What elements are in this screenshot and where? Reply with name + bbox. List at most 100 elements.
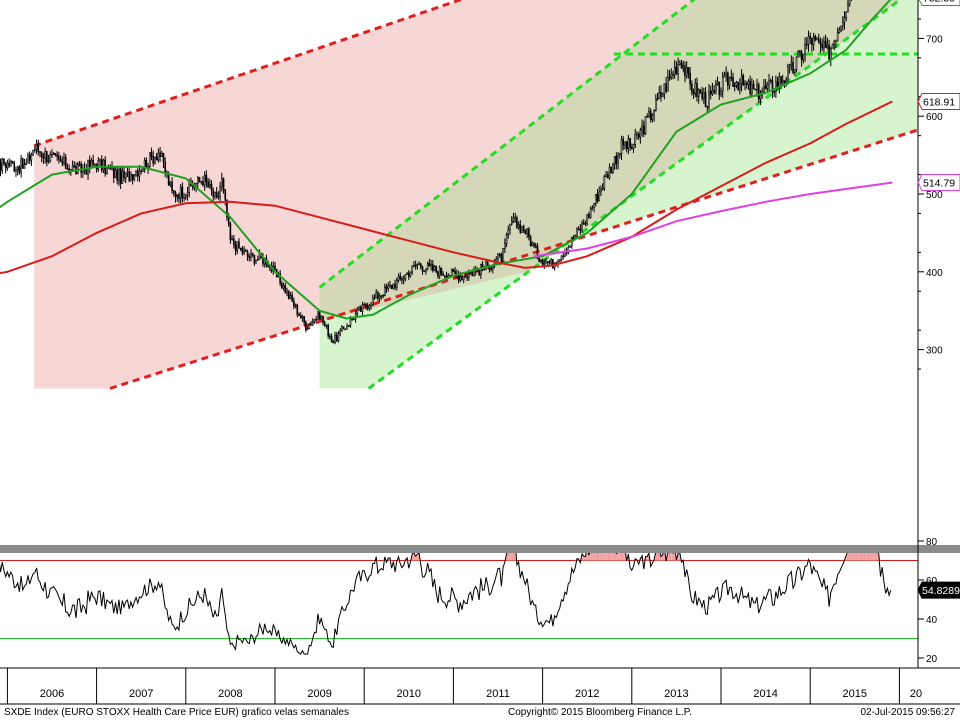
candle-body	[169, 181, 172, 186]
rsi-line	[0, 553, 892, 655]
candle-body	[656, 98, 659, 100]
candle-body	[817, 38, 820, 43]
candle-body	[78, 163, 81, 166]
candle-body	[790, 62, 793, 66]
candle-body	[498, 254, 501, 256]
candle-body	[438, 267, 441, 277]
x-tick-label: 20	[910, 688, 922, 700]
rsi-last-tag-box	[917, 581, 960, 599]
rsi-overbought-fill	[609, 553, 612, 561]
candle-body	[504, 243, 506, 249]
candle-body	[471, 272, 474, 277]
candle-body	[322, 316, 324, 323]
candle-body	[1, 158, 4, 171]
candle-body	[661, 93, 664, 98]
candle-body	[224, 189, 227, 201]
candle-body	[186, 192, 189, 196]
candle-body	[325, 324, 328, 327]
candle-body	[148, 152, 151, 167]
candle-body	[10, 160, 12, 167]
rsi-overbought-fill	[621, 553, 624, 561]
candle-body	[624, 141, 626, 146]
candle-body	[198, 176, 201, 182]
rsi-tick-label: 20	[926, 654, 938, 665]
candle-body	[385, 286, 388, 289]
candle-body	[646, 116, 649, 118]
candle-body	[299, 315, 302, 319]
candle-body	[150, 152, 153, 157]
candle-body	[522, 226, 525, 231]
candle-body	[171, 181, 173, 191]
rsi-overbought-fill	[859, 553, 862, 561]
candle-body	[4, 163, 7, 169]
candle-body	[601, 187, 604, 190]
panel-separator[interactable]	[0, 545, 960, 553]
rsi-overbought-fill	[600, 553, 603, 561]
rsi-overbought-fill	[849, 553, 852, 561]
candle-body	[682, 65, 685, 69]
x-tick-label: 2007	[129, 688, 153, 700]
candle-body	[673, 66, 676, 76]
candle-body	[23, 164, 26, 169]
candle-body	[630, 147, 633, 150]
candle-body	[35, 144, 38, 150]
candle-body	[286, 290, 288, 294]
candle-body	[162, 152, 165, 163]
rsi-overbought-fill	[612, 553, 615, 561]
candle-body	[797, 51, 800, 58]
candle-body	[848, 0, 851, 5]
candle-body	[253, 254, 256, 264]
candle-body	[536, 245, 539, 259]
candle-body	[769, 79, 772, 82]
rsi-panel	[0, 553, 918, 655]
candle-body	[303, 316, 305, 323]
candle-body	[229, 222, 232, 240]
candle-body	[500, 254, 503, 262]
candle-body	[502, 248, 504, 262]
candle-body	[799, 51, 801, 53]
rsi-overbought-fill	[678, 553, 680, 561]
candle-body	[588, 214, 590, 218]
candle-body	[634, 133, 637, 145]
candle-body	[174, 192, 177, 198]
candle-body	[655, 98, 657, 111]
rsi-overbought-fill	[671, 553, 673, 561]
trendline-2	[318, 0, 696, 289]
candle-body	[109, 167, 112, 170]
candle-body	[812, 36, 815, 46]
candle-body	[426, 263, 429, 270]
rsi-overbought-fill	[853, 553, 855, 561]
candle-body	[209, 184, 211, 188]
candle-body	[359, 307, 362, 312]
candle-body	[610, 166, 613, 174]
rsi-overbought-fill	[875, 553, 878, 561]
candle-body	[349, 318, 352, 326]
candle-body	[305, 322, 307, 331]
candle-body	[685, 67, 688, 77]
candle-body	[819, 41, 822, 46]
candle-body	[562, 255, 564, 258]
candle-body	[227, 216, 230, 224]
candle-body	[282, 285, 285, 289]
candle-body	[432, 264, 434, 271]
candle-body	[344, 328, 347, 331]
rsi-overbought-fill	[655, 553, 658, 561]
candle-body	[8, 162, 10, 167]
candle-body	[648, 110, 650, 117]
candle-body	[665, 83, 667, 92]
candle-body	[341, 326, 343, 331]
candle-body	[735, 82, 738, 86]
candle-body	[59, 158, 62, 162]
candle-body	[567, 247, 570, 254]
candle-body	[593, 203, 595, 208]
x-tick-label: 2006	[40, 688, 64, 700]
candle-body	[696, 82, 698, 97]
rsi-overbought-fill	[614, 553, 617, 561]
candle-body	[531, 242, 534, 247]
candle-body	[612, 164, 614, 174]
candle-body	[464, 275, 467, 278]
candle-body	[102, 159, 105, 171]
candle-body	[751, 84, 753, 94]
candle-body	[172, 190, 175, 193]
candle-body	[140, 170, 143, 173]
